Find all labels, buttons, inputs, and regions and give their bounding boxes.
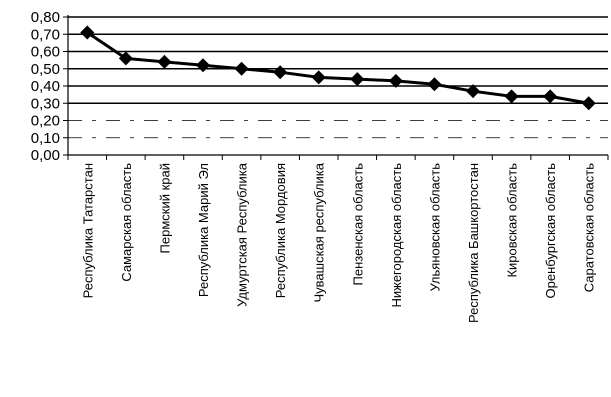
data-point-marker [118,51,133,66]
x-tick-label: Удмуртская Республика [235,162,250,307]
data-point-marker [234,61,249,76]
x-tick-label: Пензенская область [350,163,365,286]
x-tick-label: Чувашская республика [312,162,327,302]
x-tick-label: Республика Татарстан [80,163,95,298]
data-point-marker [543,89,558,104]
y-tick-label: 0,70 [31,26,60,43]
x-tick-label: Нижегородская область [389,163,404,308]
data-point-marker [273,65,288,80]
x-tick-label: Республика Марий Эл [196,163,211,297]
gridlines [68,16,608,139]
x-tick-label: Самарская область [119,163,134,282]
data-point-marker [350,72,365,87]
x-tick-label: Республика Башкортостан [466,163,481,323]
y-axis-tick-labels: 0,000,100,200,300,400,500,600,700,80 [31,9,60,164]
data-series [80,25,596,111]
y-tick-label: 0,40 [31,78,60,95]
data-point-marker [311,70,326,85]
x-tick-label: Кировская область [505,163,520,278]
data-point-marker [427,77,442,92]
data-point-marker [466,84,480,99]
x-tick-label: Оренбургская область [543,163,558,299]
y-tick-label: 0,10 [31,130,60,147]
data-point-marker [504,89,519,104]
series-line [86,31,589,105]
data-point-marker [196,58,210,73]
x-tick-label: Пермский край [157,163,172,253]
y-tick-label: 0,30 [31,95,60,112]
x-tick-label: Саратовская область [582,163,597,292]
y-tick-label: 0,00 [31,147,60,164]
data-point-marker [388,73,403,88]
data-point-marker [581,96,596,111]
y-tick-label: 0,60 [31,44,60,61]
x-axis-tick-labels: Республика Татарстан Самарская область Пер… [80,162,596,323]
y-tick-label: 0,50 [31,61,60,78]
y-tick-label: 0,80 [31,9,60,26]
data-point-marker [80,25,95,40]
data-point-marker [157,54,172,69]
x-tick-label: Ульяновская область [427,163,442,292]
y-tick-label: 0,20 [31,113,60,130]
axes [63,15,609,160]
x-tick-label: Республика Мордовия [273,163,288,298]
